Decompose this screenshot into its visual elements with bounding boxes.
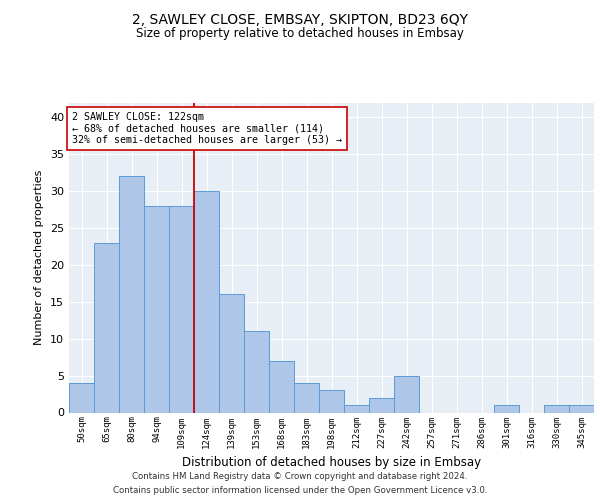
Text: Size of property relative to detached houses in Embsay: Size of property relative to detached ho… <box>136 28 464 40</box>
X-axis label: Distribution of detached houses by size in Embsay: Distribution of detached houses by size … <box>182 456 481 469</box>
Y-axis label: Number of detached properties: Number of detached properties <box>34 170 44 345</box>
Bar <box>94 242 119 412</box>
Bar <box>219 294 244 412</box>
Bar <box>294 383 319 412</box>
Bar <box>169 206 194 412</box>
Bar <box>394 376 419 412</box>
Text: Contains HM Land Registry data © Crown copyright and database right 2024.: Contains HM Land Registry data © Crown c… <box>132 472 468 481</box>
Bar <box>544 405 569 412</box>
Bar <box>569 405 594 412</box>
Text: 2 SAWLEY CLOSE: 122sqm
← 68% of detached houses are smaller (114)
32% of semi-de: 2 SAWLEY CLOSE: 122sqm ← 68% of detached… <box>71 112 341 145</box>
Text: 2, SAWLEY CLOSE, EMBSAY, SKIPTON, BD23 6QY: 2, SAWLEY CLOSE, EMBSAY, SKIPTON, BD23 6… <box>132 12 468 26</box>
Bar <box>244 332 269 412</box>
Bar <box>269 361 294 412</box>
Bar <box>194 191 219 412</box>
Bar <box>494 405 519 412</box>
Text: Contains public sector information licensed under the Open Government Licence v3: Contains public sector information licen… <box>113 486 487 495</box>
Bar <box>69 383 94 412</box>
Bar <box>319 390 344 412</box>
Bar <box>144 206 169 412</box>
Bar <box>369 398 394 412</box>
Bar <box>119 176 144 412</box>
Bar <box>344 405 369 412</box>
